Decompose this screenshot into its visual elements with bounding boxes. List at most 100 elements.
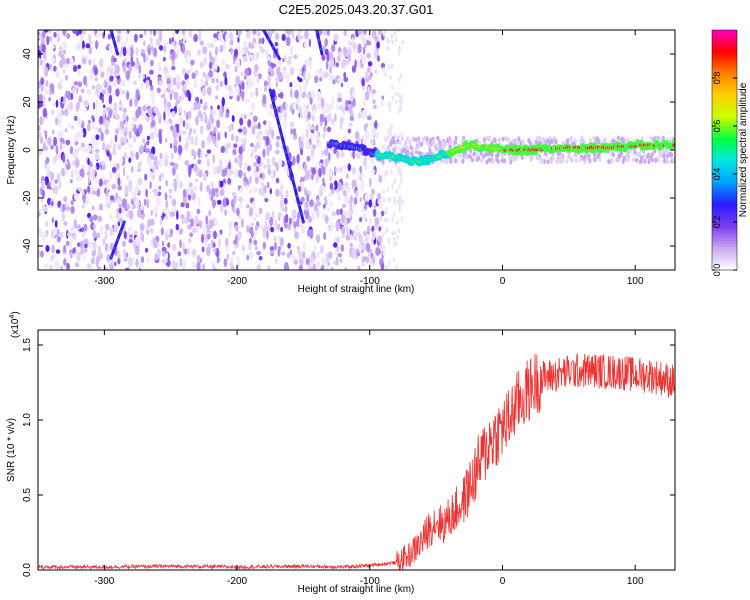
spectrogram-cell [231, 191, 237, 196]
spectrogram-cell [398, 202, 402, 208]
spectrogram-cell [559, 154, 563, 160]
spectrogram-cell [275, 188, 280, 198]
spectrogram-cell [349, 116, 354, 121]
spectrogram-cell [321, 54, 326, 61]
spectrogram-cell [258, 207, 263, 215]
spectrogram-cell [265, 103, 268, 111]
spectrogram-cell [164, 258, 168, 263]
spectrogram-cell [58, 46, 63, 52]
spectrogram-cell [244, 46, 249, 54]
spectrogram-cell [350, 194, 353, 205]
spectrogram-cell [387, 197, 390, 203]
spectrogram-cell [354, 47, 358, 55]
spectrogram-cell [357, 112, 362, 119]
spectrogram-cell [242, 70, 245, 77]
spectrogram-cell [247, 119, 252, 128]
spectrogram-cell [206, 122, 211, 131]
spectrogram-cell [354, 59, 357, 68]
spectrogram-cell [122, 65, 127, 74]
spectrogram-cell [379, 215, 383, 221]
spectrogram-cell [137, 161, 141, 171]
spectrogram-cell [44, 262, 48, 270]
spectrogram-cell [319, 244, 324, 255]
spectrogram-cell [133, 196, 137, 204]
spectrogram-cell [478, 140, 482, 146]
spectrogram-cell [44, 130, 48, 140]
spectrogram-cell [329, 65, 333, 75]
spectrogram-cell [316, 234, 320, 244]
spectrogram-cell [119, 35, 123, 42]
spectrogram-cell [95, 33, 101, 39]
spectrogram-cell [386, 45, 389, 51]
spectrogram-cell [255, 87, 259, 97]
spectrogram-cell [78, 95, 83, 103]
spectrogram-cell [233, 193, 237, 204]
spectrogram-cell [340, 244, 345, 253]
spectrogram-cell [369, 193, 374, 202]
spectrogram-cell [74, 45, 79, 51]
spectrogram-cell [625, 153, 629, 159]
spectrogram-cell [440, 158, 444, 164]
spectrogram-cell [74, 167, 79, 176]
spectrogram-cell [114, 134, 118, 143]
spectrogram-cell [138, 64, 142, 74]
spectrogram-cell [234, 224, 239, 232]
spectrogram-cell [406, 136, 410, 142]
spectrogram-cell [95, 175, 99, 184]
spectrogram-cell [410, 151, 414, 157]
snr-y-tick-label: 1.0 [22, 413, 33, 427]
spectrogram-cell [165, 72, 169, 79]
spectrogram-cell [129, 47, 134, 57]
spectrogram-cell [411, 137, 415, 142]
spectrogram-cell [215, 95, 219, 100]
spectrogram-signal-track [327, 139, 675, 167]
spectrogram-cell [254, 245, 258, 251]
spectrogram-cell [335, 62, 339, 68]
spectrogram-cell [122, 46, 127, 57]
spectrogram-cell [101, 89, 106, 95]
spectrogram-cell [398, 207, 402, 212]
spectrogram-cell [469, 148, 473, 154]
spectrogram-cell [244, 68, 250, 76]
spectrogram-cell [103, 107, 106, 116]
spectrogram-cell [55, 144, 59, 155]
spectrogram-cell [48, 63, 52, 71]
spectrogram-cell [196, 50, 201, 55]
spectrogram-cell [156, 196, 161, 206]
spectrogram-cell [300, 196, 305, 203]
spectrogram-cell [386, 145, 390, 151]
spectrogram-cell [363, 54, 366, 64]
spectrogram-cell [393, 30, 397, 36]
spectrogram-cell [290, 45, 294, 53]
spectrogram-cell [254, 53, 258, 63]
spectrogram-cell [219, 188, 225, 197]
spectrogram-cell [123, 230, 127, 240]
spectrogram-cell [303, 70, 306, 80]
spectrogram-cell [268, 66, 273, 73]
spectrogram-cell [141, 111, 144, 117]
spectrogram-cell [196, 262, 201, 270]
spectrogram-cell [158, 159, 163, 168]
spectrogram-cell [401, 199, 404, 205]
spectrogram-cell [51, 57, 56, 63]
spectrogram-cell [64, 128, 68, 133]
spectrogram-cell [182, 242, 185, 252]
spectrogram-cell [165, 179, 169, 187]
spectrogram-cell [363, 123, 367, 132]
spectrogram-cell [569, 156, 573, 162]
spectrogram-cell [337, 97, 342, 103]
spectrogram-cell [250, 152, 254, 158]
spectrogram-cell [336, 150, 340, 159]
spectrogram-cell [150, 119, 156, 127]
spectrogram-cell [71, 233, 77, 239]
spectrogram-cell [117, 144, 121, 151]
spectrogram-cell [169, 37, 172, 45]
spectrogram-cell [151, 146, 156, 156]
spectrogram-cell [174, 30, 180, 34]
spectrogram-cell [129, 203, 134, 208]
spectrogram-cell [374, 69, 378, 74]
spectrogram-cell [195, 178, 199, 183]
spectrogram-cell [77, 64, 81, 70]
spectrogram-cell [58, 118, 61, 128]
spectrogram-cell [314, 75, 319, 84]
